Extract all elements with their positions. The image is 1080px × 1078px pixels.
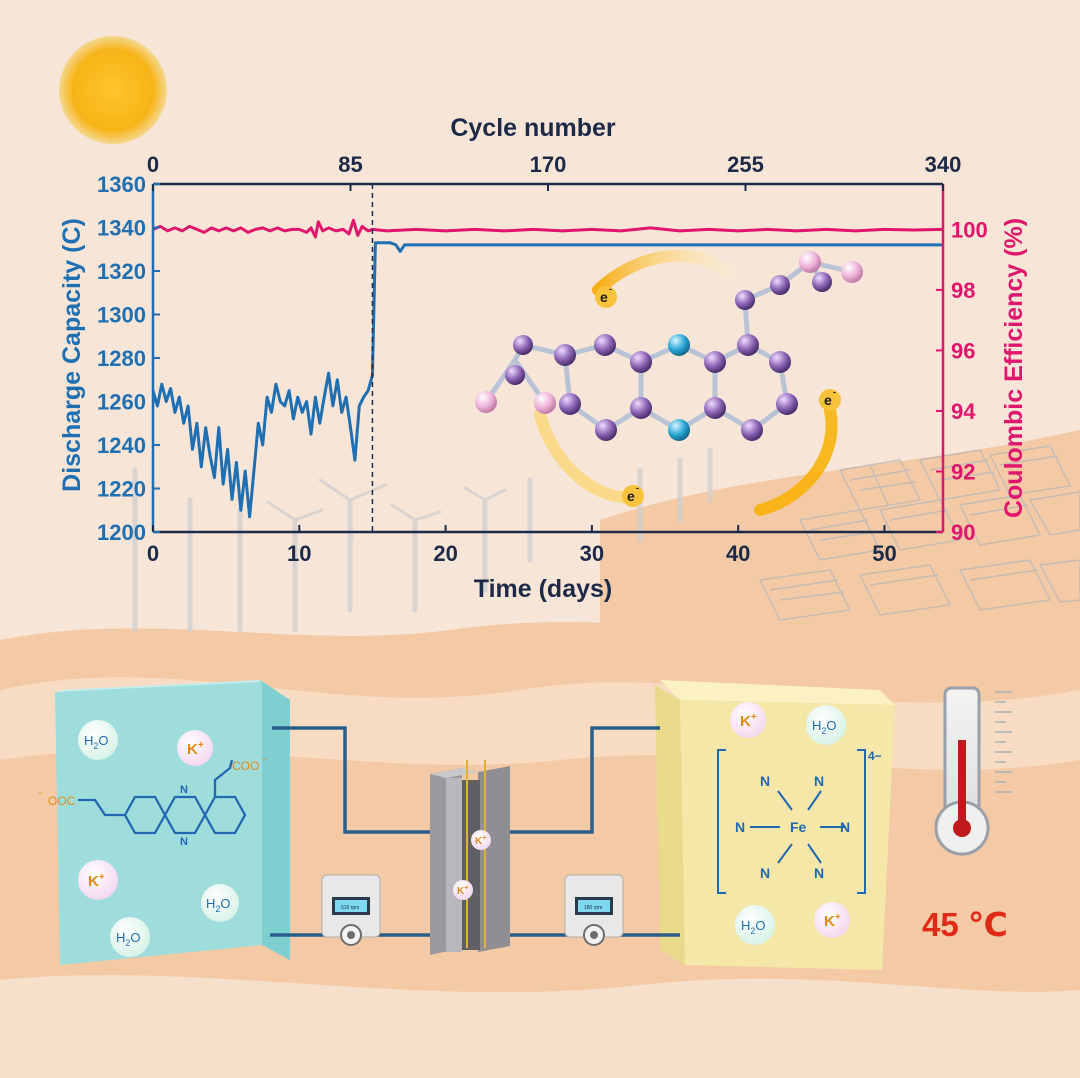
svg-text:−: − xyxy=(38,788,43,798)
efficiency-series-line xyxy=(152,218,944,239)
svg-text:N: N xyxy=(180,836,188,848)
potassium-label: K+ xyxy=(187,740,204,758)
y2-tick-label: 96 xyxy=(951,338,975,363)
electron-arcs xyxy=(534,249,838,516)
electron-label: e xyxy=(824,392,832,408)
y2-tick-label: 98 xyxy=(951,278,975,303)
y2-tick-label: 94 xyxy=(951,399,976,424)
y-tick-label: 1320 xyxy=(97,259,146,284)
x2-tick-label: 0 xyxy=(147,152,159,177)
water-label: H2O xyxy=(812,718,837,736)
x2-tick-label: 255 xyxy=(727,152,764,177)
potassium-label: K+ xyxy=(457,885,468,897)
nitrogen-label: N xyxy=(760,773,770,789)
svg-text:−: − xyxy=(262,754,267,764)
nitrogen-label: N xyxy=(760,865,770,881)
y2-tick-label: 92 xyxy=(951,459,975,484)
right-tank-ions xyxy=(730,702,850,945)
right-electrolyte-tank xyxy=(655,680,895,970)
sun-icon xyxy=(59,36,167,144)
potassium-label: K+ xyxy=(740,712,757,730)
svg-text:N: N xyxy=(180,784,188,796)
x2-tick-label: 170 xyxy=(530,152,567,177)
electron-sup: - xyxy=(833,387,836,397)
potassium-label: K+ xyxy=(475,835,486,847)
nitrogen-label: N xyxy=(814,865,824,881)
pump-left-speed: 510 rpm xyxy=(341,905,359,911)
electron-sup: - xyxy=(636,483,639,493)
x-tick-label: 20 xyxy=(433,541,457,566)
x-tick-label: 10 xyxy=(287,541,311,566)
iron-label: Fe xyxy=(790,819,807,835)
x2-tick-label: 85 xyxy=(338,152,362,177)
electron-sup: - xyxy=(609,284,612,294)
x-tick-label: 0 xyxy=(147,541,159,566)
water-label: H2O xyxy=(84,733,109,751)
ferrocyanide-structure-icon xyxy=(717,749,866,894)
x-axis-title: Time (days) xyxy=(474,575,612,603)
y2-axis-title: Coulombic Efficiency (%) xyxy=(1000,218,1028,518)
nitrogen-label: N xyxy=(735,819,745,835)
y-tick-label: 1280 xyxy=(97,346,146,371)
nitrogen-label: N xyxy=(814,773,824,789)
nitrogen-label: N xyxy=(840,819,850,835)
water-label: H2O xyxy=(741,918,766,936)
capacity-series-line xyxy=(151,241,943,519)
x2-axis-title: Cycle number xyxy=(450,114,616,142)
y2-tick-label: 90 xyxy=(951,520,975,545)
molecule-atoms xyxy=(475,251,863,441)
temperature-label: 45 ℃ xyxy=(922,906,1008,943)
phenazine-structure-icon xyxy=(78,759,247,835)
y-axis-title: Discharge Capacity (C) xyxy=(58,218,86,492)
electron-icon xyxy=(595,286,841,507)
x-tick-label: 40 xyxy=(726,541,750,566)
solar-panels-icon xyxy=(758,445,1080,621)
y-tick-label: 1340 xyxy=(97,216,146,241)
pump-right-speed: 180 rpm xyxy=(584,905,602,911)
pump-right-icon xyxy=(564,874,624,946)
wind-turbines-icon xyxy=(132,447,713,633)
x-tick-label: 50 xyxy=(872,541,896,566)
left-tank-ions xyxy=(78,720,239,957)
electron-label: e xyxy=(627,488,635,504)
water-label: H2O xyxy=(116,930,141,948)
potassium-label: K+ xyxy=(88,872,105,890)
y-tick-label: 1240 xyxy=(97,433,146,458)
potassium-label: K+ xyxy=(824,912,841,930)
y-tick-label: 1220 xyxy=(97,477,146,502)
y-tick-label: 1360 xyxy=(97,172,146,197)
y-tick-label: 1260 xyxy=(97,390,146,415)
pump-left-icon xyxy=(321,874,381,946)
carboxylate-label: COO xyxy=(232,759,259,773)
electron-label: e xyxy=(600,289,608,305)
carboxylate-left-label: OOC xyxy=(48,794,76,808)
x2-tick-label: 340 xyxy=(925,152,962,177)
thermometer-icon xyxy=(934,686,1012,856)
y-tick-label: 1200 xyxy=(97,520,146,545)
complex-charge-label: 4− xyxy=(868,749,882,763)
y2-tick-label: 100 xyxy=(951,217,988,242)
water-label: H2O xyxy=(206,896,231,914)
flow-cell-stack xyxy=(430,760,510,955)
y-tick-label: 1300 xyxy=(97,303,146,328)
x-tick-label: 30 xyxy=(580,541,604,566)
